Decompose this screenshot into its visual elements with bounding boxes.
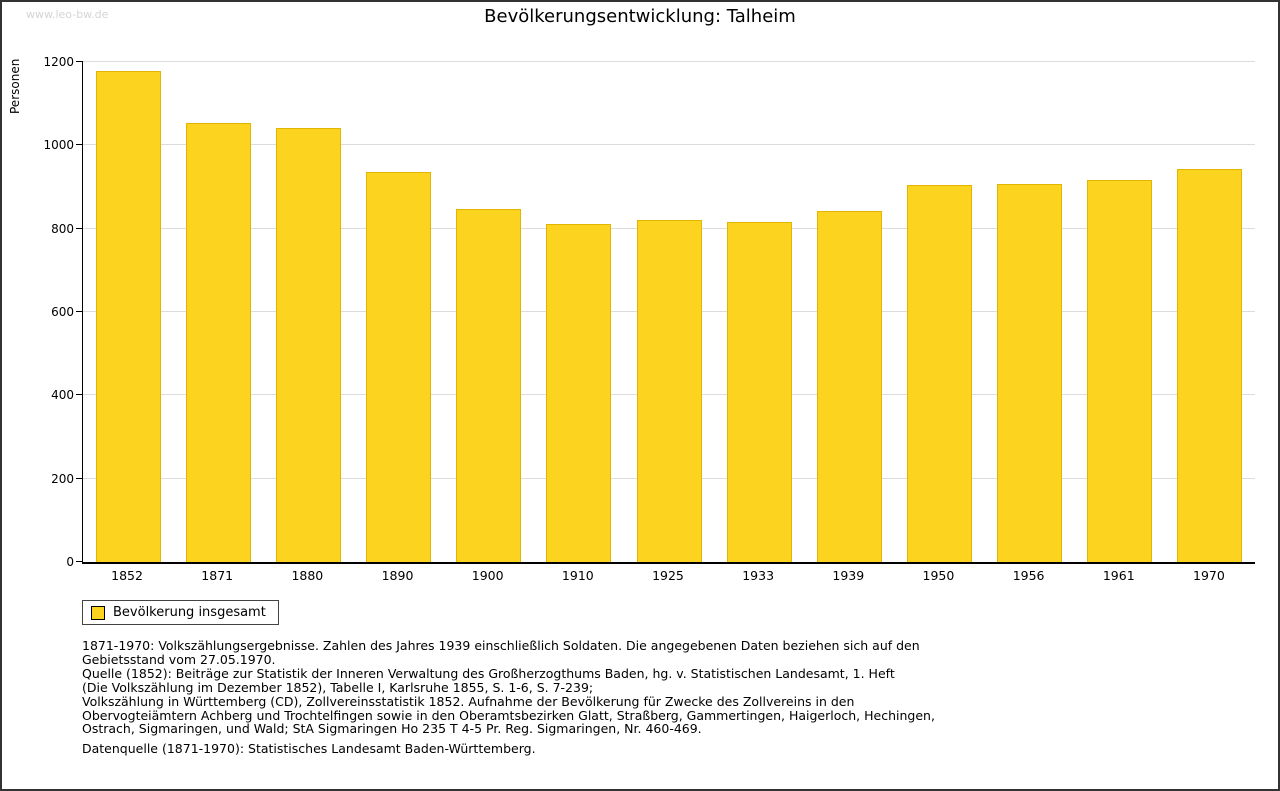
y-tick-mark — [76, 311, 83, 312]
x-tick-label: 1970 — [1193, 568, 1225, 583]
bar-1925 — [636, 219, 702, 562]
legend-swatch-icon — [91, 605, 105, 620]
y-tick-label: 400 — [51, 388, 74, 403]
x-tick-label: 1939 — [832, 568, 865, 583]
source-note-line: Gebietsstand vom 27.05.1970. — [82, 651, 276, 667]
source-note-line: Ostrach, Sigmaringen, und Wald; StA Sigm… — [82, 721, 702, 737]
x-tick-label: 1961 — [1102, 568, 1135, 583]
bar-1900 — [456, 209, 522, 562]
y-tick-mark — [76, 477, 83, 479]
y-tick-label: 1200 — [43, 55, 74, 69]
source-note-line: 1871-1970: Volkszählungsergebnisse. Zahl… — [82, 638, 920, 653]
bar-1880 — [275, 127, 341, 562]
y-tick-label: 200 — [51, 471, 74, 486]
bar-1871 — [185, 122, 251, 562]
y-tick-label: 1000 — [43, 138, 74, 153]
x-tick-label: 1890 — [381, 568, 414, 583]
x-axis-tick-labels: 1852 1871 1880 1890 1900 1910 1925 1933 1939 1950… — [82, 568, 1254, 586]
bar-1939 — [816, 211, 882, 562]
source-note-line: Volkszählung in Württemberg (CD), Zollve… — [82, 693, 855, 709]
page-title: Bevölkerungsentwicklung: Talheim — [484, 6, 796, 27]
y-tick-mark — [76, 561, 83, 562]
y-axis-label: Personen — [8, 58, 22, 114]
gridline — [83, 144, 1255, 146]
x-tick-label: 1880 — [291, 568, 324, 583]
bar-1890 — [366, 172, 432, 562]
watermark: www.leo-bw.de — [26, 8, 109, 21]
source-note-line: Obervogteiämtern Achberg und Trochtelfin… — [82, 707, 935, 723]
y-tick-label: 800 — [51, 221, 74, 236]
legend: Bevölkerung insgesamt — [82, 600, 279, 625]
x-tick-label: 1871 — [201, 568, 234, 583]
bar-1961 — [1087, 179, 1153, 562]
x-tick-label: 1925 — [652, 568, 684, 583]
y-tick-mark — [76, 227, 83, 229]
plot-area — [76, 61, 1255, 564]
y-tick-label: 0 — [66, 555, 74, 569]
bar-1956 — [997, 184, 1063, 562]
y-tick-mark — [76, 394, 83, 396]
data-source-note: Datenquelle (1871-1970): Statistisches L… — [82, 741, 536, 756]
y-tick-label: 600 — [51, 305, 74, 319]
bar-1933 — [726, 222, 792, 562]
x-tick-label: 1852 — [111, 568, 143, 583]
y-axis-tick-labels: 0 200 400 600 800 1000 1200 — [32, 55, 74, 569]
x-tick-label: 1933 — [742, 568, 775, 583]
bar-1852 — [95, 71, 161, 562]
y-tick-mark — [76, 144, 83, 146]
x-tick-label: 1910 — [561, 568, 594, 583]
x-tick-label: 1900 — [471, 568, 504, 583]
bar-1910 — [546, 224, 612, 562]
bar-1950 — [906, 184, 972, 562]
source-note-line: Quelle (1852): Beiträge zur Statistik de… — [82, 665, 895, 681]
bar-1970 — [1177, 169, 1243, 562]
source-notes: 1871-1970: Volkszählungsergebnisse. Zahl… — [82, 639, 935, 736]
y-tick-mark — [76, 61, 83, 62]
source-note-line: (Die Volkszählung im Dezember 1852), Tab… — [82, 679, 594, 695]
legend-label: Bevölkerung insgesamt — [113, 605, 266, 620]
x-tick-label: 1956 — [1012, 568, 1045, 583]
gridline — [83, 61, 1255, 62]
x-tick-label: 1950 — [922, 568, 955, 583]
